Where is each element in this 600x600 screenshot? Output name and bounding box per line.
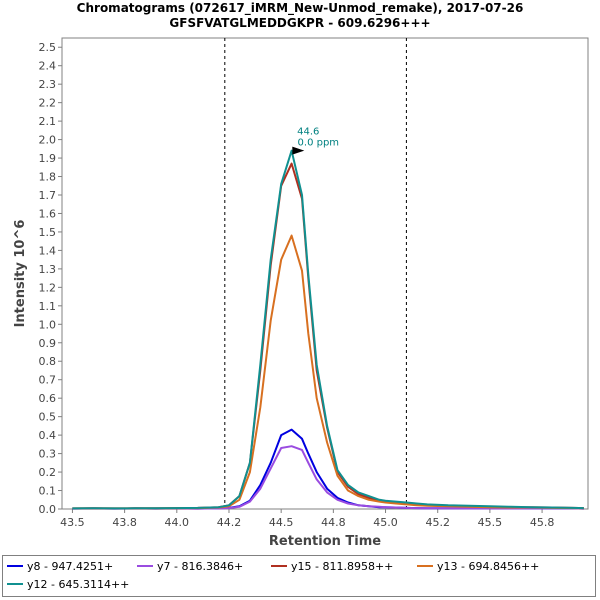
y-axis-label: Intensity 10^6 xyxy=(13,220,28,328)
y-tick-label: 1.7 xyxy=(39,189,57,202)
x-tick-label: 44.2 xyxy=(217,516,242,529)
y-tick-label: 0.5 xyxy=(39,411,57,424)
legend-label: y7 - 816.3846+ xyxy=(157,560,244,573)
x-tick-label: 45.5 xyxy=(478,516,503,529)
legend-swatch xyxy=(417,565,433,567)
peak-ppm-label: 0.0 ppm xyxy=(298,138,340,149)
y-tick-label: 0.0 xyxy=(39,503,57,516)
y-tick-label: 1.0 xyxy=(39,318,57,331)
y-tick-label: 1.4 xyxy=(39,244,57,257)
y-tick-label: 1.2 xyxy=(39,281,57,294)
x-axis-label: Retention Time xyxy=(269,534,381,549)
series-line-y8 xyxy=(72,428,584,510)
legend-label: y15 - 811.8958++ xyxy=(291,560,394,573)
x-tick-label: 45.2 xyxy=(425,516,450,529)
y-tick-label: 2.4 xyxy=(39,60,57,73)
x-tick-label: 45.0 xyxy=(373,516,398,529)
y-tick-label: 1.3 xyxy=(39,263,57,276)
plot-frame xyxy=(61,37,589,510)
x-tick-label: 44.8 xyxy=(321,516,346,529)
y-tick-label: 0.7 xyxy=(39,374,57,387)
legend-label: y12 - 645.3114++ xyxy=(27,578,130,591)
x-tick-label: 45.8 xyxy=(530,516,555,529)
y-tick-label: 0.4 xyxy=(39,429,57,442)
legend-item: y15 - 811.8958++ xyxy=(271,560,393,574)
y-tick-label: 1.5 xyxy=(39,226,57,239)
y-tick-label: 0.2 xyxy=(39,466,57,479)
y-tick-label: 0.8 xyxy=(39,355,57,368)
peak-marker-arrow xyxy=(292,146,305,155)
y-tick-label: 0.6 xyxy=(39,392,57,405)
y-tick-label: 2.2 xyxy=(39,97,57,110)
y-tick-label: 0.9 xyxy=(39,337,57,350)
x-tick-label: 43.5 xyxy=(60,516,85,529)
y-tick-label: 2.0 xyxy=(39,134,57,147)
legend-item: y7 - 816.3846+ xyxy=(137,560,243,574)
y-tick-label: 0.3 xyxy=(39,448,57,461)
legend-swatch xyxy=(137,565,153,567)
y-tick-label: 2.1 xyxy=(39,115,57,128)
y-tick-label: 1.9 xyxy=(39,152,57,165)
legend-item: y8 - 947.4251+ xyxy=(7,560,113,574)
peak-retention-label: 44.6 xyxy=(297,127,319,138)
legend-swatch xyxy=(7,583,23,585)
series-line-y7 xyxy=(72,445,584,510)
legend-label: y13 - 694.8456++ xyxy=(437,560,540,573)
series-line-y15 xyxy=(72,162,584,510)
legend-item: y13 - 694.8456++ xyxy=(417,560,539,574)
legend-swatch xyxy=(7,565,23,567)
x-tick-label: 43.8 xyxy=(112,516,137,529)
y-tick-label: 1.1 xyxy=(39,300,57,313)
y-tick-label: 1.8 xyxy=(39,171,57,184)
x-tick-label: 44.5 xyxy=(269,516,294,529)
legend-label: y8 - 947.4251+ xyxy=(27,560,114,573)
y-tick-label: 2.5 xyxy=(39,41,57,54)
y-tick-label: 1.6 xyxy=(39,207,57,220)
chart-title-block: Chromatograms (072617_iMRM_New-Unmod_rem… xyxy=(0,1,600,31)
legend-swatch xyxy=(271,565,287,567)
legend: y8 - 947.4251+ y7 - 816.3846+ y15 - 811.89… xyxy=(2,555,596,597)
chart-subtitle: GFSFVATGLMEDDGKPR - 609.6296+++ xyxy=(169,16,431,30)
series-line-y12 xyxy=(72,149,584,510)
y-tick-label: 2.3 xyxy=(39,78,57,91)
x-tick-label: 44.0 xyxy=(165,516,190,529)
y-tick-label: 0.1 xyxy=(39,485,57,498)
chart-title: Chromatograms (072617_iMRM_New-Unmod_rem… xyxy=(76,1,524,15)
legend-item: y12 - 645.3114++ xyxy=(7,578,129,592)
series-line-y13 xyxy=(72,234,584,510)
